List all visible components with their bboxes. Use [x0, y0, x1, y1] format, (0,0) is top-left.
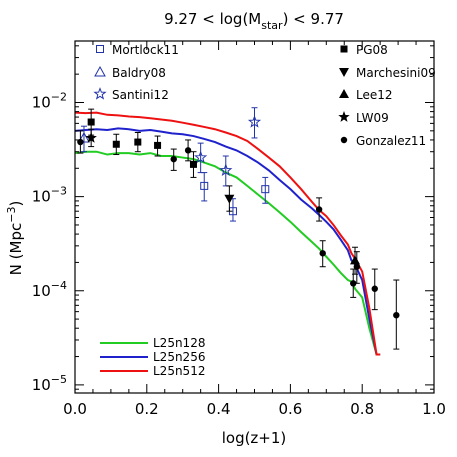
data-point-gonzalez11	[315, 206, 323, 213]
data-point-pg08	[154, 141, 162, 149]
plot-area: 0.0 0.2 0.4 0.6 0.8 1.010−510−410−310−2	[32, 40, 446, 418]
y-tick-label-exponent: −3	[51, 185, 67, 198]
data-point-mortlock11	[200, 181, 209, 190]
legend-marker-lee12	[339, 89, 349, 98]
legend-label-l25n128: L25n128	[153, 336, 205, 350]
x-tick-label: 0.2	[135, 400, 159, 418]
legend-label-marchesini09: Marchesini09	[356, 66, 436, 80]
x-tick-label: 0.8	[350, 400, 374, 418]
legend-marker-pg08	[340, 45, 348, 53]
legend-observations: Mortlock11 Baldry08 Santini12 PG08 Marchesin…	[93, 43, 436, 148]
legend-label-mortlock11: Mortlock11	[112, 43, 179, 57]
x-tick-label: 0.4	[207, 400, 231, 418]
data-point-pg08	[134, 138, 142, 146]
data-point-lee12	[350, 255, 361, 265]
legend-label-lee12: Lee12	[356, 88, 393, 102]
legend-label-lw09: LW09	[356, 111, 389, 125]
observations-layer	[77, 107, 400, 350]
y-tick-label: 10−4	[32, 279, 67, 300]
data-point-gonzalez11	[371, 285, 378, 292]
legend-label-baldry08: Baldry08	[112, 66, 166, 80]
x-tick-label: 0.0	[63, 400, 87, 418]
y-tick-label: 10−3	[32, 185, 67, 206]
data-point-lw09	[85, 131, 97, 143]
series-line-l25n256	[74, 127, 381, 356]
y-tick-label-exponent: −5	[51, 373, 67, 386]
series-line-l25n512	[74, 111, 381, 356]
y-axis-label: N (Mpc−3)	[5, 201, 25, 276]
data-point-santini12	[247, 115, 262, 128]
data-point-pg08	[87, 118, 95, 126]
chart-title: 9.27 < log(Mstar) < 9.77	[164, 10, 344, 32]
y-tick-label: 10−2	[32, 90, 67, 111]
data-point-gonzalez11	[170, 155, 177, 163]
legend-marker-santini12	[93, 87, 107, 100]
y-tick-label-base: 10	[32, 93, 51, 111]
y-tick-label-base: 10	[32, 188, 51, 206]
x-axis-label: log(z+1)	[222, 429, 287, 447]
y-tick-label-exponent: −4	[51, 279, 67, 292]
data-point-mortlock11	[261, 185, 270, 194]
series-line-l25n128	[74, 150, 381, 356]
x-tick-label: 0.6	[278, 400, 302, 418]
legend-label-l25n512: L25n512	[153, 364, 205, 378]
y-tick-label-base: 10	[32, 282, 51, 300]
y-tick-label-exponent: −2	[51, 90, 67, 103]
legend-label-gonzalez11: Gonzalez11	[356, 134, 426, 148]
data-point-santini12	[194, 150, 208, 164]
data-point-gonzalez11	[184, 147, 192, 154]
data-point-marchesini09	[224, 194, 235, 204]
data-point-gonzalez11	[319, 250, 326, 257]
legend-marker-gonzalez11	[340, 136, 348, 144]
y-tick-label: 10−5	[32, 373, 67, 394]
legend-label-pg08: PG08	[356, 43, 388, 57]
data-point-pg08	[189, 160, 197, 168]
data-point-gonzalez11	[353, 263, 361, 270]
data-point-pg08	[112, 140, 120, 148]
legend-marker-marchesini09	[339, 68, 349, 77]
y-tick-label-base: 10	[32, 376, 51, 394]
ticks-layer: 0.0 0.2 0.4 0.6 0.8 1.010−510−410−310−2	[32, 41, 446, 418]
legend-label-santini12: Santini12	[112, 88, 169, 102]
data-point-baldry08	[78, 131, 90, 143]
legend-marker-mortlock11	[96, 45, 104, 53]
data-point-gonzalez11	[393, 311, 400, 319]
data-point-santini12	[219, 163, 233, 176]
legend-marker-lw09	[338, 111, 350, 122]
legend-marker-baldry08	[94, 65, 106, 77]
legend-label-l25n256: L25n256	[153, 350, 205, 364]
x-tick-label: 1.0	[422, 400, 446, 418]
data-point-gonzalez11	[350, 280, 357, 287]
series-layer	[74, 111, 381, 356]
